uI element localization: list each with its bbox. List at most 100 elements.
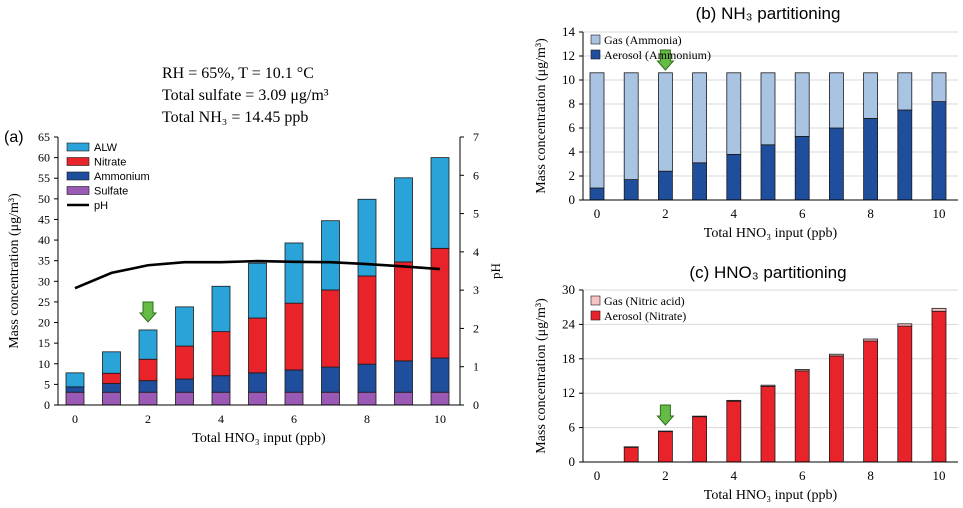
pa-y-tick-label: 15 xyxy=(38,336,50,350)
pa-y2-tick-label: 2 xyxy=(473,321,479,335)
legend-a-label: pH xyxy=(94,200,108,212)
pb-bar-aerosol-ammonium--1 xyxy=(623,179,639,201)
pb-x-tick-label: 8 xyxy=(867,206,874,221)
pa-bar-sulfate-2 xyxy=(138,391,158,406)
pb-bar-gas-ammonia--8 xyxy=(863,72,878,119)
pb-y-tick-label: 4 xyxy=(569,144,576,159)
pc-x-tick-label: 6 xyxy=(799,468,806,483)
pa-bar-alw-8 xyxy=(357,198,377,277)
pa-bar-nitrate-2 xyxy=(138,358,158,382)
pc-x-tick-label: 0 xyxy=(594,468,601,483)
pa-bar-nitrate-6 xyxy=(284,302,304,371)
pc-bar-gas-nitric-acid--1 xyxy=(623,446,639,448)
pc-bar-aerosol-nitrate--2 xyxy=(658,431,673,463)
pb-bar-aerosol-ammonium--0 xyxy=(589,187,605,201)
pc-bar-aerosol-nitrate--8 xyxy=(863,340,878,463)
pb-bar-gas-ammonia--6 xyxy=(794,72,810,137)
pb-bar-aerosol-ammonium--7 xyxy=(829,127,844,201)
pa-y-tick-label: 50 xyxy=(38,192,50,206)
legend-a-swatch xyxy=(66,157,90,166)
pc-bar-aerosol-nitrate--4 xyxy=(726,400,742,463)
pa-y-tick-label: 35 xyxy=(38,254,50,268)
pa-x-tick-label: 6 xyxy=(291,412,297,426)
legend-a-label: Ammonium xyxy=(94,171,150,183)
pc-bar-gas-nitric-acid--4 xyxy=(726,399,742,402)
pa-bar-ammonium-9 xyxy=(394,360,413,393)
legend-a-label: Nitrate xyxy=(94,157,126,169)
pb-bar-aerosol-ammonium--4 xyxy=(726,153,742,201)
pb-x-tick-label: 2 xyxy=(662,206,669,221)
pa-bar-sulfate-8 xyxy=(357,391,377,406)
pb-x-axis-label: Total HNO₃ input (ppb) xyxy=(704,226,838,241)
legend-b-swatch xyxy=(590,34,601,45)
legend-a-label: Sulfate xyxy=(94,186,128,198)
pc-y-tick-label: 18 xyxy=(562,351,575,366)
pb-y-tick-label: 14 xyxy=(562,24,576,39)
pb-green-arrow-icon xyxy=(656,49,675,71)
legend-c-swatch xyxy=(590,295,601,306)
pa-x-tick-label: 10 xyxy=(434,412,446,426)
pa-bar-sulfate-5 xyxy=(248,391,267,406)
pa-bar-nitrate-4 xyxy=(211,331,231,377)
pc-y-tick-label: 24 xyxy=(562,316,576,331)
pc-x-tick-label: 10 xyxy=(933,468,946,483)
legend-a-swatch xyxy=(66,186,90,195)
pb-bar-gas-ammonia--4 xyxy=(726,72,742,155)
pa-bar-alw-0 xyxy=(65,372,85,388)
pc-x-tick-label: 8 xyxy=(867,468,874,483)
pa-bar-ammonium-8 xyxy=(357,363,377,393)
pa-bar-sulfate-6 xyxy=(284,391,304,406)
pa-y2-tick-label: 7 xyxy=(473,130,479,144)
pa-x-tick-label: 0 xyxy=(72,412,78,426)
pc-y-tick-label: 12 xyxy=(562,385,575,400)
pa-bar-nitrate-7 xyxy=(321,289,340,368)
pa-y-tick-label: 45 xyxy=(38,212,50,226)
pc-bar-gas-nitric-acid--9 xyxy=(897,323,913,327)
pa-bar-ammonium-4 xyxy=(211,375,231,393)
pc-bar-aerosol-nitrate--10 xyxy=(931,310,947,463)
pb-x-tick-label: 10 xyxy=(933,206,946,221)
pb-x-tick-label: 4 xyxy=(731,206,738,221)
pc-bar-gas-nitric-acid--10 xyxy=(931,307,947,312)
pa-x-tick-label: 8 xyxy=(364,412,370,426)
pb-bar-aerosol-ammonium--10 xyxy=(931,101,947,201)
pa-bar-ammonium-3 xyxy=(175,378,194,393)
pa-y-tick-label: 60 xyxy=(38,151,50,165)
legend-c-label: Aerosol (Nitrate) xyxy=(604,309,686,323)
pc-bar-gas-nitric-acid--3 xyxy=(692,415,707,418)
pa-bar-alw-2 xyxy=(138,329,158,360)
pc-y-axis-label: Mass concentration (μg/m³) xyxy=(534,298,549,454)
pa-bar-alw-3 xyxy=(175,306,194,347)
pa-x-tick-label: 4 xyxy=(218,412,224,426)
pa-y-tick-label: 40 xyxy=(38,233,50,247)
pa-y-axis-label: Mass concentration (μg/m³) xyxy=(7,193,22,349)
pa-bar-sulfate-4 xyxy=(211,391,231,406)
legend-a-swatch xyxy=(66,171,90,181)
annotation-line: Total NH₃ = 14.45 ppb xyxy=(162,109,308,126)
pc-green-arrow-icon xyxy=(656,404,675,426)
pa-bar-nitrate-1 xyxy=(102,372,121,384)
legend-c-label: Gas (Nitric acid) xyxy=(604,294,685,308)
pb-bar-gas-ammonia--2 xyxy=(658,72,673,172)
pc-bar-gas-nitric-acid--8 xyxy=(863,338,878,342)
pa-bar-sulfate-9 xyxy=(394,391,413,406)
pa-ph-line xyxy=(74,259,441,290)
pb-bar-aerosol-ammonium--3 xyxy=(692,162,707,201)
pc-bar-gas-nitric-acid--7 xyxy=(829,353,844,357)
pc-bar-gas-nitric-acid--6 xyxy=(794,369,810,372)
pa-y-tick-label: 20 xyxy=(38,316,50,330)
legend-b-label: Aerosol (Ammonium) xyxy=(604,48,711,62)
pa-bar-nitrate-3 xyxy=(175,345,194,380)
pa-bar-nitrate-8 xyxy=(357,275,377,365)
pa-y-tick-label: 25 xyxy=(38,295,50,309)
pa-y2-tick-label: 3 xyxy=(473,283,479,297)
pa-x-tick-label: 2 xyxy=(145,412,151,426)
pa-bar-sulfate-0 xyxy=(65,391,85,406)
pa-y2-tick-label: 4 xyxy=(473,245,479,259)
pc-bar-gas-nitric-acid--5 xyxy=(760,384,776,387)
pc-bar-aerosol-nitrate--6 xyxy=(794,370,810,463)
pa-bar-ammonium-7 xyxy=(321,366,340,393)
pa-bar-alw-6 xyxy=(284,242,304,304)
pa-bar-ammonium-10 xyxy=(430,357,450,393)
